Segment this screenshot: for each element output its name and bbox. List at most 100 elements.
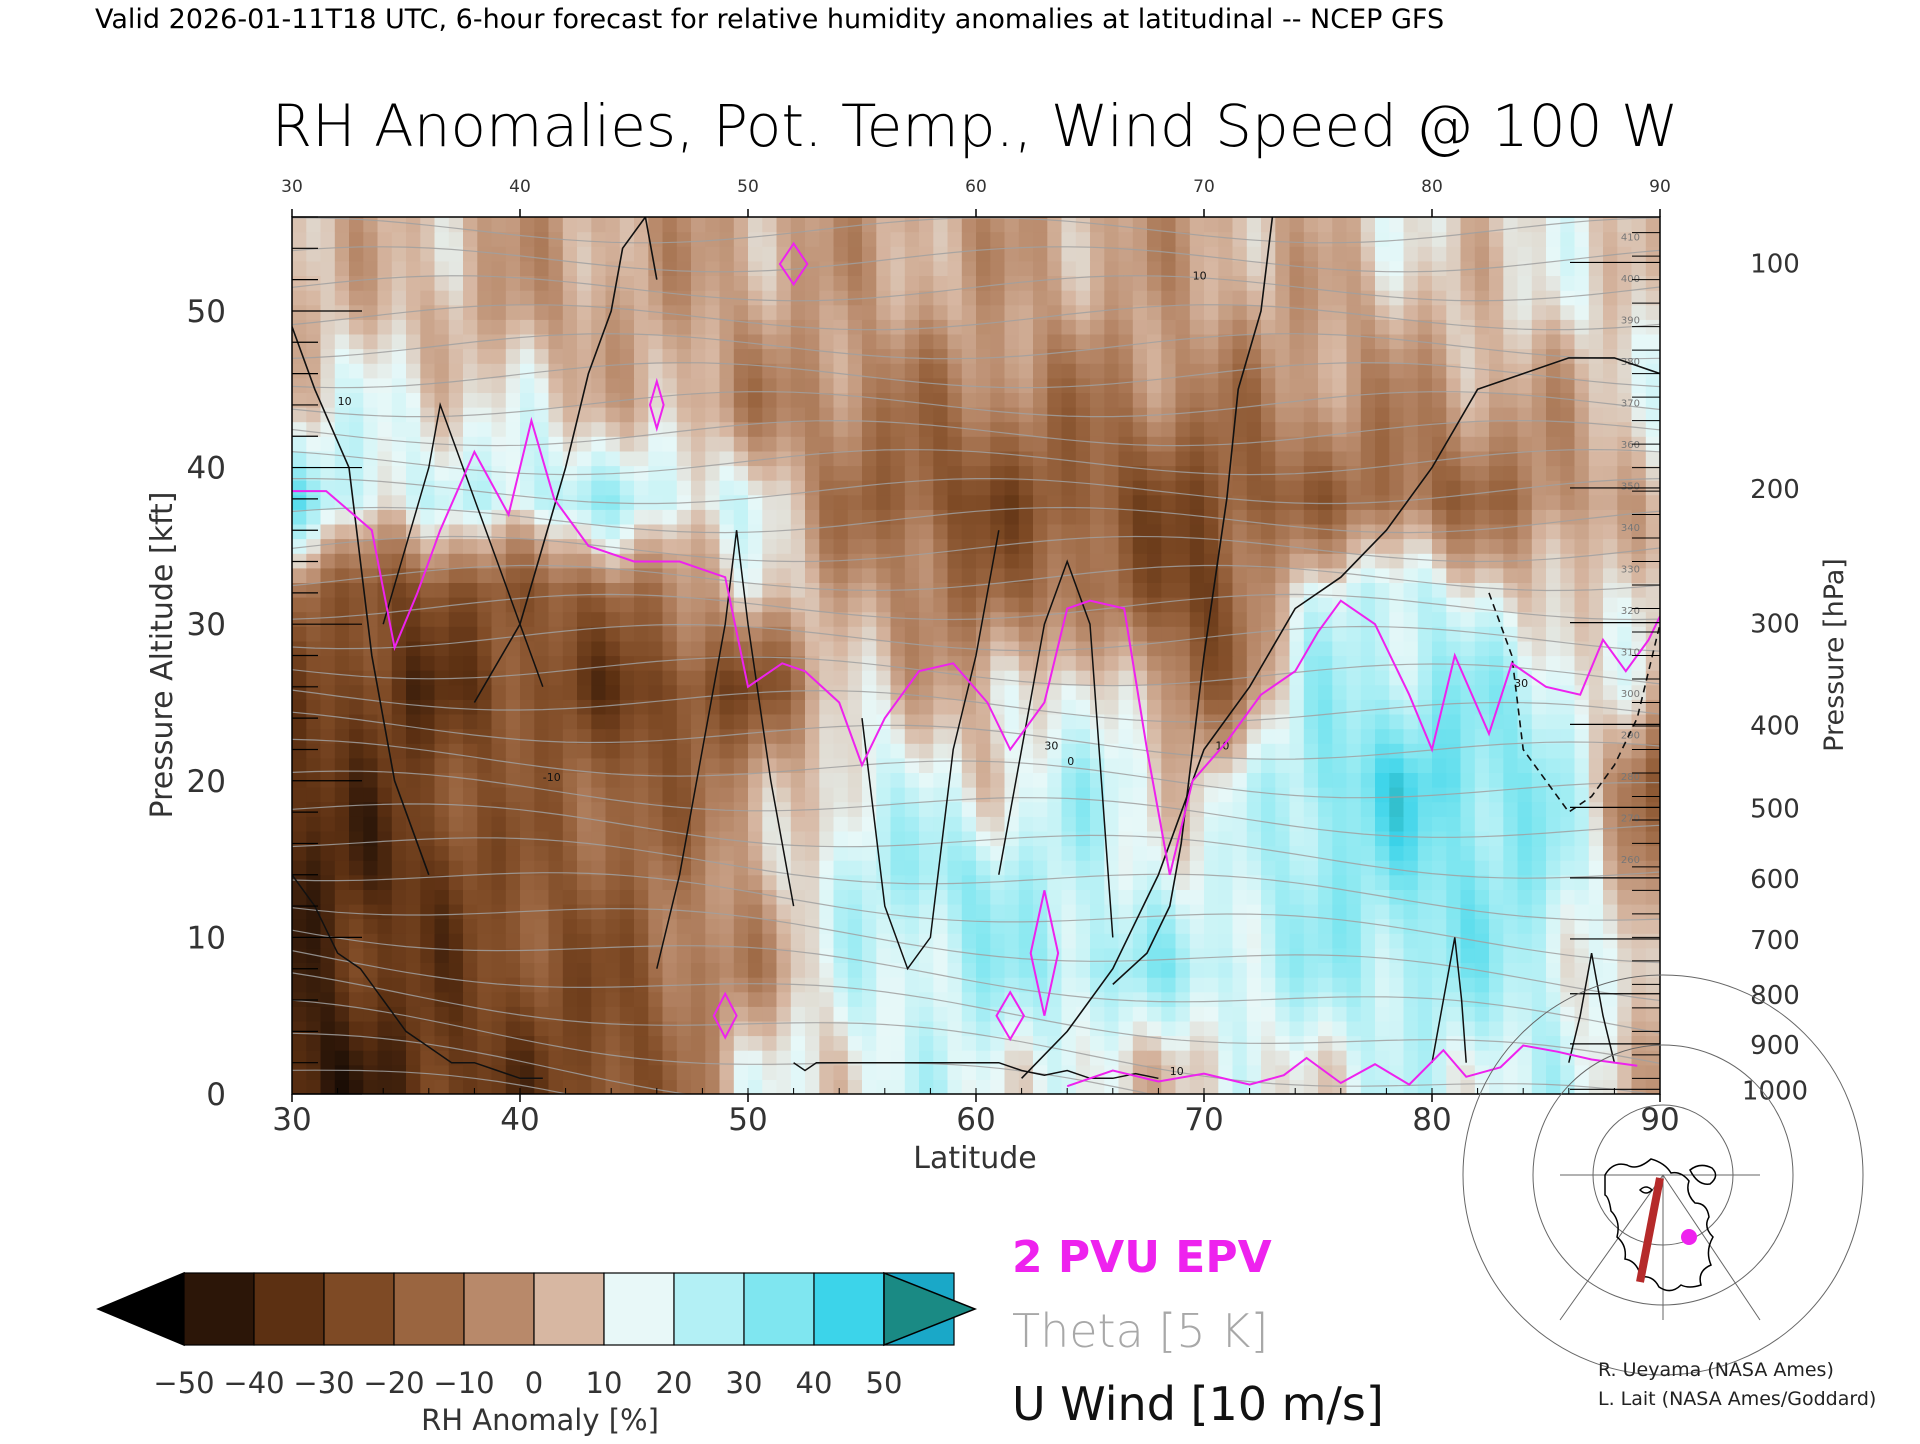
rh-cell [662,801,678,817]
rh-cell [890,421,906,437]
rh-cell [1631,684,1647,700]
rh-cell [876,494,892,510]
rh-cell [1004,1079,1020,1094]
rh-cell [634,480,649,496]
rh-cell [790,816,806,832]
rh-cell [919,436,934,452]
rh-cell [662,816,678,832]
rh-cell [790,787,806,803]
rh-cell [1417,1020,1433,1037]
rh-cell [1617,582,1633,598]
rh-cell [890,450,906,467]
rh-cell [1132,874,1148,890]
rh-cell [933,1006,949,1022]
rh-cell [1617,670,1633,686]
rh-cell [420,977,436,993]
rh-cell [1332,714,1348,730]
rh-cell [306,523,322,540]
rh-cell [1617,377,1633,393]
rh-cell [1489,611,1504,627]
rh-cell [1289,538,1305,554]
rh-cell [648,860,664,876]
rh-cell [1061,772,1077,788]
rh-cell [1204,1079,1219,1094]
rh-cell [1631,728,1647,744]
rh-cell [1004,977,1020,993]
rh-cell [1603,377,1618,393]
rh-cell [1574,611,1590,627]
rh-cell [733,1006,749,1022]
rh-cell [463,860,478,876]
rh-cell [862,523,877,540]
rh-cell [1204,582,1219,598]
rh-cell [1104,523,1120,540]
rh-cell [520,1006,535,1022]
rh-cell [1375,684,1390,700]
rh-cell [1104,816,1120,832]
rh-cell [762,743,778,759]
rh-cell [1588,1006,1604,1022]
rh-cell [762,582,778,598]
rh-cell [634,1006,649,1022]
rh-cell [1432,421,1447,437]
rh-cell [1517,1050,1533,1066]
rh-cell [1389,1064,1405,1080]
rh-cell [719,874,735,890]
rh-cell [1147,830,1162,847]
rh-cell [662,567,678,583]
rh-cell [1246,494,1262,510]
rh-cell [776,743,792,759]
rh-cell [719,407,735,423]
rh-cell [676,407,692,423]
rh-cell [1360,772,1376,788]
rh-cell [1645,947,1660,963]
rh-cell [391,918,407,934]
rh-cell [890,407,906,423]
rh-cell [1560,640,1576,657]
rh-cell [306,743,322,759]
rh-cell [1161,597,1177,613]
rh-cell [320,757,336,773]
rh-cell [1132,523,1148,540]
rh-cell [805,421,820,437]
rh-cell [1275,874,1291,890]
rh-cell [1061,450,1077,467]
rh-cell [648,421,664,437]
rh-cell [733,699,749,715]
rh-cell [919,904,934,920]
rh-cell [1446,363,1462,379]
rh-cell [1246,465,1262,481]
rh-cell [1232,421,1248,437]
rh-cell [491,1079,507,1094]
rh-cell [1546,465,1561,481]
rh-cell [491,523,507,540]
rh-cell [1645,450,1660,467]
rh-cell [363,392,379,408]
rh-cell [961,904,977,920]
rh-cell [434,947,450,963]
rh-cell [1218,816,1234,832]
rh-cell [591,1064,607,1080]
rh-cell [1289,743,1305,759]
rh-cell [890,787,906,803]
rh-cell [1560,860,1576,876]
rh-cell [1189,904,1205,920]
rh-cell [1360,904,1376,920]
rh-cell [1588,684,1604,700]
rh-cell [1531,407,1547,423]
rh-cell [577,743,592,759]
rh-cell [1018,991,1034,1007]
rh-cell [1075,1006,1091,1022]
rh-cell [491,801,507,817]
rh-cell [1303,523,1319,540]
rh-cell [1033,757,1048,773]
rh-cell [1531,553,1547,569]
rh-cell [349,450,364,467]
rh-cell [377,538,393,554]
rh-cell [1175,1079,1191,1094]
rh-cell [562,714,578,730]
rh-cell [1560,977,1576,993]
rh-cell [719,538,735,554]
rh-cell [1631,626,1647,642]
rh-cell [1560,904,1576,920]
